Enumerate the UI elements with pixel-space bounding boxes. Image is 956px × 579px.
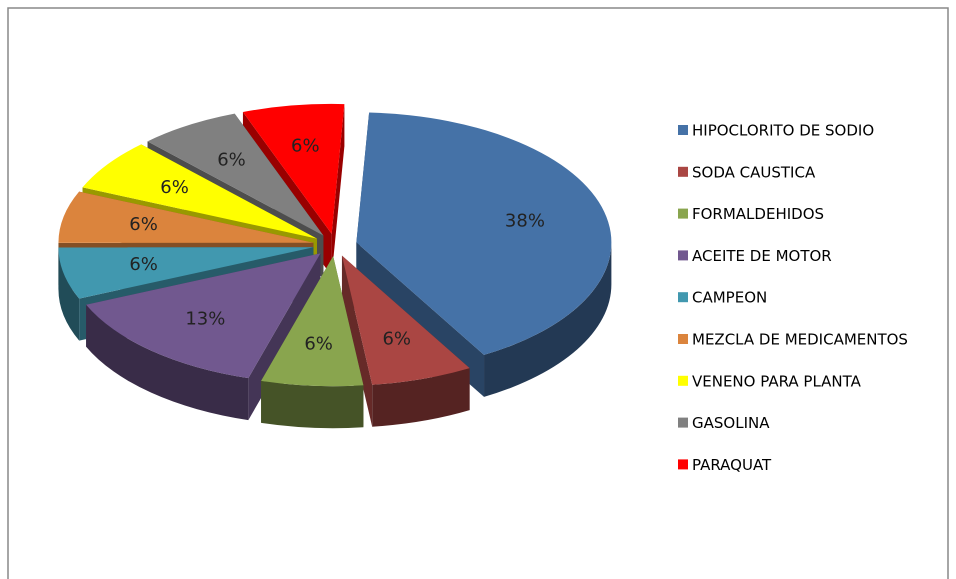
legend-label: VENENO PARA PLANTA <box>692 372 862 390</box>
legend-swatch <box>678 334 688 344</box>
data-label: 6% <box>160 177 189 198</box>
slice-top <box>58 191 314 243</box>
slice-side <box>86 304 249 421</box>
slice-side <box>58 247 80 341</box>
slice-top <box>341 255 470 385</box>
legend-label: FORMALDEHIDOS <box>692 205 824 223</box>
data-label: 6% <box>382 329 411 350</box>
data-label: 38% <box>505 211 545 232</box>
data-label: 6% <box>291 136 320 157</box>
slice-side <box>331 104 345 276</box>
data-label: 6% <box>217 149 246 170</box>
legend-label: CAMPEON <box>692 289 767 307</box>
slice-side <box>341 255 373 427</box>
legend-label: ACEITE DE MOTOR <box>692 247 832 265</box>
data-label: 6% <box>129 214 158 235</box>
slice-top <box>86 253 321 379</box>
legend-swatch <box>678 375 688 386</box>
slice-side <box>484 242 612 397</box>
legend-swatch <box>678 166 688 177</box>
slice-top <box>82 144 317 239</box>
slice-top <box>242 103 345 234</box>
data-label: 6% <box>304 333 333 354</box>
slice-top <box>356 112 612 355</box>
legend-label: PARAQUAT <box>692 456 772 474</box>
legend-label: SODA CAUSTICA <box>692 163 816 181</box>
legend-swatch <box>678 417 688 428</box>
data-label: 6% <box>129 254 158 275</box>
legend-swatch <box>678 208 688 219</box>
slice-top <box>147 113 324 236</box>
legend-label: HIPOCLORITO DE SODIO <box>692 122 874 140</box>
legend-label: MEZCLA DE MEDICAMENTOS <box>692 331 908 349</box>
legend-swatch <box>678 292 688 303</box>
slice-side <box>372 368 470 427</box>
slice-top <box>261 256 364 387</box>
slice-top <box>58 247 314 299</box>
slice: 13% <box>86 253 321 421</box>
data-label: 13% <box>185 309 225 330</box>
legend-swatch <box>678 125 688 135</box>
slice-side <box>261 380 364 429</box>
slice: 6% <box>341 255 470 427</box>
legend-swatch <box>678 250 688 261</box>
legend-swatch <box>678 459 688 470</box>
legend-label: GASOLINA <box>692 414 770 432</box>
slice: 6% <box>261 256 364 429</box>
